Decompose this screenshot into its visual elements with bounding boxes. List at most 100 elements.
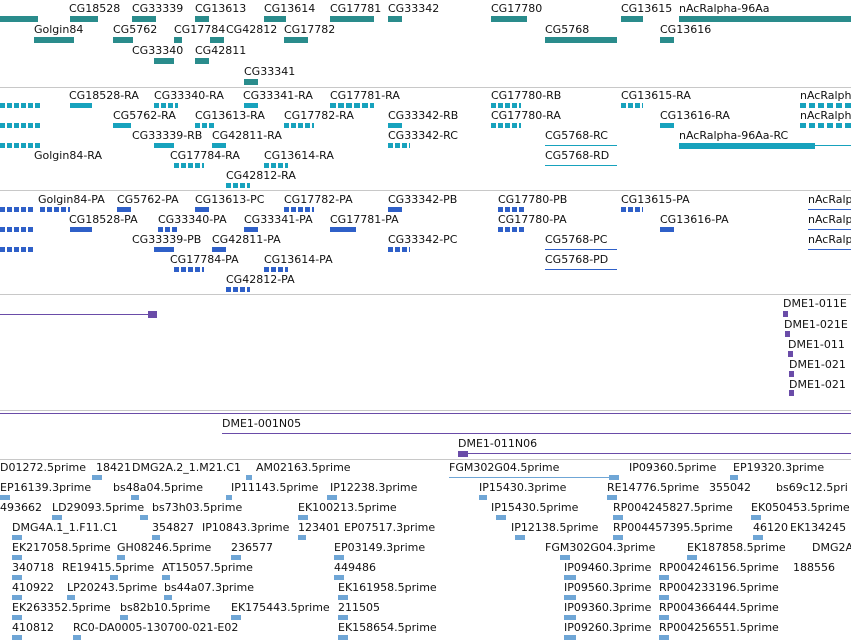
feature-label[interactable]: GH08246.5prime <box>117 541 212 554</box>
feature-label[interactable]: IP12238.3prime <box>330 481 418 494</box>
feature-label[interactable]: CG33340-RA <box>154 89 224 102</box>
feature-label[interactable]: RE19415.5prime <box>62 561 155 574</box>
est-glyph[interactable] <box>753 535 763 540</box>
est-glyph[interactable] <box>479 495 487 500</box>
feature-label[interactable]: CG42811 <box>195 44 247 57</box>
feature-label[interactable]: CG33342-PC <box>388 233 458 246</box>
est-glyph[interactable] <box>110 575 118 580</box>
feature-label[interactable]: CG42811-PA <box>212 233 281 246</box>
est-glyph[interactable] <box>338 615 348 620</box>
protein-intron-line[interactable] <box>545 269 617 270</box>
transcript-intron-line[interactable] <box>545 165 617 166</box>
est-glyph[interactable] <box>609 475 619 480</box>
est-glyph[interactable] <box>231 615 241 620</box>
feature-label[interactable]: CG18528-RA <box>69 89 139 102</box>
clone-line[interactable] <box>0 314 150 315</box>
feature-label[interactable]: EK263352.5prime <box>12 601 111 614</box>
protein-glyph[interactable] <box>40 207 70 212</box>
feature-label[interactable]: nAcRalph <box>800 89 851 102</box>
feature-label[interactable]: EK161958.5prime <box>338 581 437 594</box>
feature-label[interactable]: CG17780-RB <box>491 89 562 102</box>
feature-label[interactable]: bs82b10.5prime <box>120 601 211 614</box>
feature-label[interactable]: IP12138.5prime <box>511 521 599 534</box>
protein-intron-line[interactable] <box>808 229 851 230</box>
est-glyph[interactable] <box>162 575 170 580</box>
transcript-glyph[interactable] <box>0 143 40 148</box>
transcript-glyph[interactable] <box>800 103 851 108</box>
gene-glyph[interactable] <box>284 37 308 43</box>
transcript-glyph[interactable] <box>0 103 40 108</box>
feature-label[interactable]: EK100213.5prime <box>298 501 397 514</box>
feature-label[interactable]: Golgin84-PA <box>38 193 105 206</box>
feature-label[interactable]: RP004246156.5prime <box>659 561 779 574</box>
feature-label[interactable]: IP09460.3prime <box>564 561 652 574</box>
est-line[interactable] <box>449 477 619 478</box>
protein-glyph[interactable] <box>660 227 674 232</box>
protein-intron-line[interactable] <box>808 249 851 250</box>
feature-label[interactable]: bs69c12.5pri <box>776 481 848 494</box>
est-glyph[interactable] <box>327 495 337 500</box>
feature-label[interactable]: LD29093.5prime <box>52 501 145 514</box>
protein-glyph[interactable] <box>154 247 174 252</box>
feature-label[interactable]: AM02163.5prime <box>256 461 351 474</box>
feature-label[interactable]: CG5762 <box>113 23 158 36</box>
est-glyph[interactable] <box>52 515 62 520</box>
feature-label[interactable]: CG42811-RA <box>212 129 282 142</box>
feature-label[interactable]: 355042 <box>709 481 751 494</box>
transcript-glyph[interactable] <box>0 123 40 128</box>
transcript-glyph[interactable] <box>195 123 215 128</box>
feature-label[interactable]: CG13614-PA <box>264 253 333 266</box>
feature-label[interactable]: CG13613-RA <box>195 109 265 122</box>
feature-label[interactable]: CG42812-PA <box>226 273 295 286</box>
feature-label[interactable]: CG17784 <box>174 23 226 36</box>
feature-label[interactable]: CG5768-PD <box>545 253 609 266</box>
protein-glyph[interactable] <box>212 247 226 252</box>
est-glyph[interactable] <box>231 555 241 560</box>
protein-glyph[interactable] <box>158 227 178 232</box>
feature-label[interactable]: DME1-011E <box>783 297 847 310</box>
protein-glyph[interactable] <box>226 287 250 292</box>
protein-glyph[interactable] <box>264 267 288 272</box>
feature-label[interactable]: EP16139.3prime <box>0 481 92 494</box>
transcript-glyph[interactable] <box>679 143 815 149</box>
gene-glyph[interactable] <box>154 58 174 64</box>
feature-label[interactable]: CG17782 <box>284 23 336 36</box>
feature-label[interactable]: CG13616-PA <box>660 213 729 226</box>
feature-label[interactable]: 18421 <box>96 461 131 474</box>
feature-label[interactable]: AT15057.5prime <box>162 561 253 574</box>
est-glyph[interactable] <box>687 555 697 560</box>
transcript-glyph[interactable] <box>491 103 521 108</box>
feature-label[interactable]: 236577 <box>231 541 273 554</box>
feature-label[interactable]: CG33341-PA <box>244 213 313 226</box>
gene-glyph[interactable] <box>545 37 617 43</box>
feature-label[interactable]: CG13616 <box>660 23 712 36</box>
feature-label[interactable]: EK050453.5prime <box>751 501 850 514</box>
feature-label[interactable]: CG5762-PA <box>117 193 179 206</box>
feature-label[interactable]: nAcRalph <box>808 213 851 226</box>
feature-label[interactable]: DMG2A <box>812 541 851 554</box>
feature-label[interactable]: 340718 <box>12 561 54 574</box>
est-glyph[interactable] <box>564 615 576 620</box>
feature-label[interactable]: IP09560.3prime <box>564 581 652 594</box>
feature-label[interactable]: CG5768-RD <box>545 149 610 162</box>
feature-label[interactable]: CG18528 <box>69 2 121 15</box>
feature-label[interactable]: RE14776.5prime <box>607 481 700 494</box>
est-glyph[interactable] <box>12 615 22 620</box>
protein-glyph[interactable] <box>195 207 209 212</box>
feature-label[interactable]: CG17780-PA <box>498 213 567 226</box>
gene-glyph[interactable] <box>621 16 643 22</box>
transcript-glyph[interactable] <box>660 123 674 128</box>
feature-label[interactable]: RP004245827.5prime <box>613 501 733 514</box>
feature-label[interactable]: D01272.5prime <box>0 461 87 474</box>
clone-line[interactable] <box>0 413 851 414</box>
feature-label[interactable]: IP09360.3prime <box>564 601 652 614</box>
feature-label[interactable]: CG33339-RB <box>132 129 203 142</box>
feature-label[interactable]: CG33339 <box>132 2 184 15</box>
feature-label[interactable]: CG13616-RA <box>660 109 730 122</box>
gene-glyph[interactable] <box>210 37 224 43</box>
feature-label[interactable]: EP07517.3prime <box>344 521 436 534</box>
feature-label[interactable]: nAcRalph <box>800 109 851 122</box>
feature-label[interactable]: DME1-011 <box>788 338 845 351</box>
protein-glyph[interactable] <box>284 207 314 212</box>
est-glyph[interactable] <box>560 555 570 560</box>
